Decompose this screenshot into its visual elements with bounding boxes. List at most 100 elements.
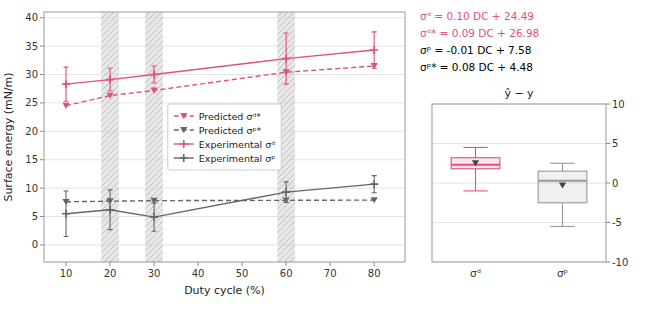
chart: 05101520253035401020304050607080Duty cyc…	[0, 0, 654, 309]
annotation: σᵖ = -0.01 DC + 7.58	[420, 44, 531, 56]
box-chart: ŷ − y-10-50510σᵈσᵖ	[432, 87, 628, 279]
shaded-region	[101, 12, 119, 262]
x-tick	[286, 262, 287, 266]
legend-item: Experimental σᵈ	[174, 139, 275, 150]
median	[538, 180, 587, 182]
shaded-region-hatch	[145, 12, 163, 262]
grid-line	[44, 102, 405, 103]
point	[370, 46, 378, 54]
y-tick-label: -5	[612, 217, 622, 228]
grid-line	[432, 222, 606, 223]
x-tick	[198, 262, 199, 266]
whisker-cap	[463, 190, 487, 191]
series-line	[66, 184, 374, 217]
annotation: σᵈ* = 0.09 DC + 26.98	[420, 27, 539, 39]
y-tick	[606, 183, 610, 184]
annotation: σᵖ* = 0.08 DC + 4.48	[420, 61, 533, 73]
y-tick	[40, 131, 44, 132]
y-tick-label: 5	[612, 138, 618, 149]
series-line	[66, 50, 374, 84]
plot-frame	[44, 12, 405, 262]
x-tick	[110, 262, 111, 266]
y-tick-label: 20	[25, 126, 38, 137]
x-tick-label: 60	[280, 268, 293, 279]
point	[62, 80, 70, 88]
y-tick	[40, 188, 44, 189]
legend-label: Experimental σᵖ	[199, 153, 275, 164]
grid-line	[44, 17, 405, 18]
mean	[559, 182, 566, 188]
x-tick-label: 40	[192, 268, 205, 279]
series	[62, 32, 378, 101]
y-tick-label: -10	[612, 257, 628, 268]
series	[62, 176, 378, 237]
plot-area	[451, 147, 587, 226]
point	[62, 103, 69, 109]
box	[538, 163, 587, 226]
y-tick	[40, 159, 44, 160]
whisker	[562, 163, 563, 171]
point	[106, 206, 114, 214]
whisker-cap	[550, 163, 574, 164]
grid-line	[44, 188, 405, 189]
shaded-region-hatch	[101, 12, 119, 262]
annotations: σᵈ = 0.10 DC + 24.49 σᵈ* = 0.09 DC + 26.9…	[420, 10, 539, 73]
grid-line	[44, 216, 405, 217]
y-tick-label: 40	[25, 12, 38, 23]
x-tick	[330, 262, 331, 266]
x-tick-label: 20	[104, 268, 117, 279]
x-tick	[242, 262, 243, 266]
legend-marker	[180, 113, 187, 119]
y-tick-label: 0	[32, 239, 38, 250]
y-tick	[606, 262, 610, 263]
legend-marker	[180, 127, 187, 133]
y-tick-label: 35	[25, 41, 38, 52]
box-body	[451, 158, 500, 169]
legend-label: Predicted σᵈ*	[199, 111, 261, 122]
legend-label: Experimental σᵈ	[199, 139, 275, 150]
y-tick-label: 25	[25, 97, 38, 108]
grid-line	[44, 46, 405, 47]
point	[150, 71, 158, 79]
x-tick-label: σᵖ	[557, 267, 568, 279]
whisker	[562, 203, 563, 227]
point	[282, 188, 290, 196]
point	[370, 180, 378, 188]
point	[150, 213, 158, 221]
y-tick	[606, 143, 610, 144]
y-tick-label: 30	[25, 69, 38, 80]
legend-item: Predicted σᵈ*	[174, 111, 261, 122]
y-tick-label: 5	[32, 211, 38, 222]
legend-item: Experimental σᵖ	[174, 153, 275, 164]
box	[451, 147, 500, 190]
y-tick	[606, 104, 610, 105]
y-tick	[40, 74, 44, 75]
y-tick	[40, 216, 44, 217]
y-tick	[40, 46, 44, 47]
grid-line	[432, 143, 606, 144]
y-tick-label: 10	[612, 99, 625, 110]
legend: Predicted σᵈ* Predicted σᵖ* Experimental σ…	[168, 104, 281, 170]
x-tick-label: 80	[368, 268, 381, 279]
box-body	[538, 171, 587, 203]
x-tick	[374, 262, 375, 266]
x-tick-label: 30	[148, 268, 161, 279]
plot-area	[62, 12, 378, 262]
x-tick	[66, 262, 67, 266]
x-tick-label: 10	[60, 268, 73, 279]
x-axis-label: Duty cycle (%)	[184, 284, 265, 297]
annotation: σᵈ = 0.10 DC + 24.49	[420, 10, 534, 22]
legend-item: Predicted σᵖ*	[174, 125, 262, 136]
y-tick-label: 15	[25, 154, 38, 165]
legend-marker	[180, 154, 188, 162]
y-tick	[40, 102, 44, 103]
point	[62, 210, 70, 218]
legend-label: Predicted σᵖ*	[199, 125, 262, 136]
whisker-cap	[463, 147, 487, 148]
point	[282, 55, 290, 63]
y-tick-label: 0	[612, 178, 618, 189]
point	[371, 197, 378, 203]
legend-box	[168, 104, 281, 170]
left-chart: 05101520253035401020304050607080Duty cyc…	[2, 12, 405, 297]
y-axis-label: Surface energy (mN/m)	[2, 72, 15, 201]
